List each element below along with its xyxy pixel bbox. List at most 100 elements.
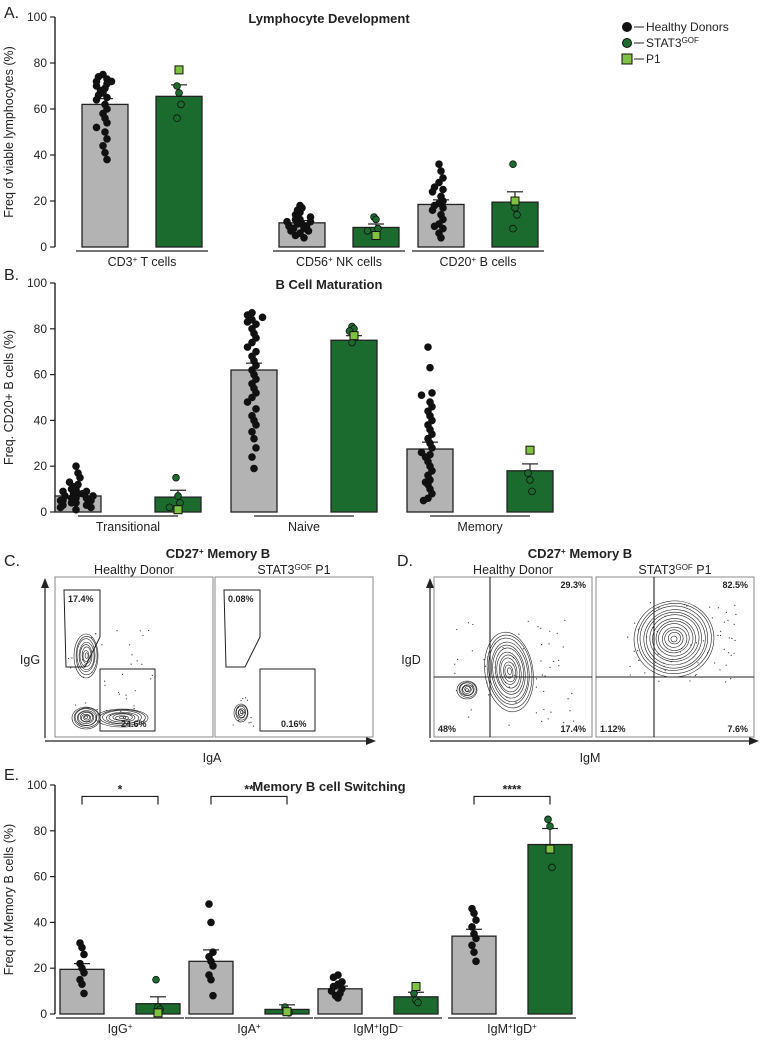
flow-event-dot xyxy=(472,623,474,626)
category-label: CD3+ T cells xyxy=(108,255,177,270)
flow-event-dot xyxy=(694,674,697,677)
flow-event-dot xyxy=(645,636,648,638)
contour-line xyxy=(484,631,534,713)
flow-event-dot xyxy=(706,652,709,654)
y-axis-label: Freq of Memory B cells (%) xyxy=(2,824,16,975)
x-axis-label: IgM xyxy=(580,751,601,765)
point-healthy xyxy=(468,941,476,950)
flow-event-dot xyxy=(633,622,636,624)
point-healthy xyxy=(92,123,101,132)
bar-stat3 xyxy=(330,339,378,513)
flow-event-dot xyxy=(553,660,555,663)
contour-line xyxy=(456,680,478,700)
contour-line xyxy=(637,603,712,674)
quadrant-percent-ur: 29.3% xyxy=(560,580,586,590)
point-healthy xyxy=(304,227,313,235)
y-axis-label: Freq of viable lymphocytes (%) xyxy=(2,46,16,218)
point-healthy xyxy=(248,428,256,436)
flow-event-dot xyxy=(652,627,654,629)
flow-event-dot xyxy=(654,661,657,663)
flow-event-dot xyxy=(664,669,666,671)
flow-event-dot xyxy=(104,680,106,682)
contour-line xyxy=(496,651,522,693)
flow-event-dot xyxy=(541,674,543,676)
contour-line xyxy=(643,609,706,669)
point-healthy xyxy=(435,178,443,187)
point-healthy xyxy=(252,421,260,429)
legend-label: P1 xyxy=(646,52,661,66)
flow-event-dot xyxy=(67,657,70,660)
point-healthy xyxy=(243,343,252,351)
flow-event-dot xyxy=(527,620,529,622)
flow-event-dot xyxy=(239,721,241,723)
flow-event-dot xyxy=(243,711,246,714)
flow-plot-label: Healthy Donor xyxy=(94,563,174,577)
flow-event-dot xyxy=(649,602,652,604)
flow-event-dot xyxy=(657,653,659,655)
point-stat3 xyxy=(511,204,519,212)
point-healthy xyxy=(470,909,478,918)
category-label: Naive xyxy=(288,520,320,534)
arrow-head xyxy=(366,737,376,745)
flow-event-dot xyxy=(711,617,713,619)
flow-event-dot xyxy=(725,611,727,614)
flow-event-dot xyxy=(471,650,473,652)
panel-label-b: B. xyxy=(4,267,19,284)
y-tick-label: 60 xyxy=(34,368,48,382)
point-p1 xyxy=(153,1008,163,1018)
point-healthy xyxy=(417,391,426,400)
flow-event-dot xyxy=(633,650,635,652)
flow-event-dot xyxy=(131,654,133,656)
category-label: CD56+ NK cells xyxy=(296,255,382,270)
flow-event-dot xyxy=(725,681,727,683)
flow-plot-label: STAT3GOF P1 xyxy=(257,563,330,578)
flow-event-dot xyxy=(543,690,545,693)
contour-line xyxy=(492,644,526,699)
gate-percent-igg: 17.4% xyxy=(68,594,94,604)
flow-event-dot xyxy=(728,637,730,639)
flow-event-dot xyxy=(708,606,711,608)
flow-event-dot xyxy=(134,690,136,692)
flow-event-dot xyxy=(246,699,249,701)
flow-event-dot xyxy=(522,648,524,650)
significance-bracket xyxy=(210,795,288,805)
contour-line xyxy=(102,710,142,725)
point-healthy xyxy=(87,503,95,512)
flow-event-dot xyxy=(237,706,240,709)
significance-label: **** xyxy=(503,782,522,796)
flow-event-dot xyxy=(91,715,93,717)
chart-title: Lymphocyte Development xyxy=(248,11,410,26)
y-tick-label: 0 xyxy=(40,1007,47,1021)
flow-event-dot xyxy=(487,656,489,658)
point-healthy xyxy=(78,943,86,952)
flow-event-dot xyxy=(544,675,546,677)
flow-event-dot xyxy=(683,604,686,606)
panel-label-a: A. xyxy=(4,5,19,22)
flow-event-dot xyxy=(562,646,564,648)
flow-event-dot xyxy=(71,657,73,659)
point-stat3 xyxy=(372,215,380,224)
arrow-head xyxy=(41,578,49,588)
flow-event-dot xyxy=(232,724,234,726)
gate-iga xyxy=(99,668,156,732)
quadrant-percent-lr: 17.4% xyxy=(560,724,586,734)
flow-event-dot xyxy=(456,628,458,631)
flow-event-dot xyxy=(467,622,470,624)
contour-line xyxy=(238,709,244,716)
y-tick-label: 40 xyxy=(34,915,48,929)
contour-line xyxy=(500,657,518,685)
flow-event-dot xyxy=(70,667,72,669)
flow-event-dot xyxy=(454,663,456,665)
flow-event-dot xyxy=(658,680,660,682)
point-stat3 xyxy=(165,503,174,512)
flow-event-dot xyxy=(242,716,245,718)
contour-line xyxy=(504,664,514,679)
y-axis-label: IgD xyxy=(401,653,420,667)
chart-title: B Cell Maturation xyxy=(276,277,383,292)
flow-event-dot xyxy=(454,672,456,675)
flow-event-dot xyxy=(150,678,152,680)
point-p1 xyxy=(510,196,520,206)
flow-event-dot xyxy=(242,697,244,700)
point-stat3 xyxy=(175,89,183,97)
flow-event-dot xyxy=(91,671,93,673)
